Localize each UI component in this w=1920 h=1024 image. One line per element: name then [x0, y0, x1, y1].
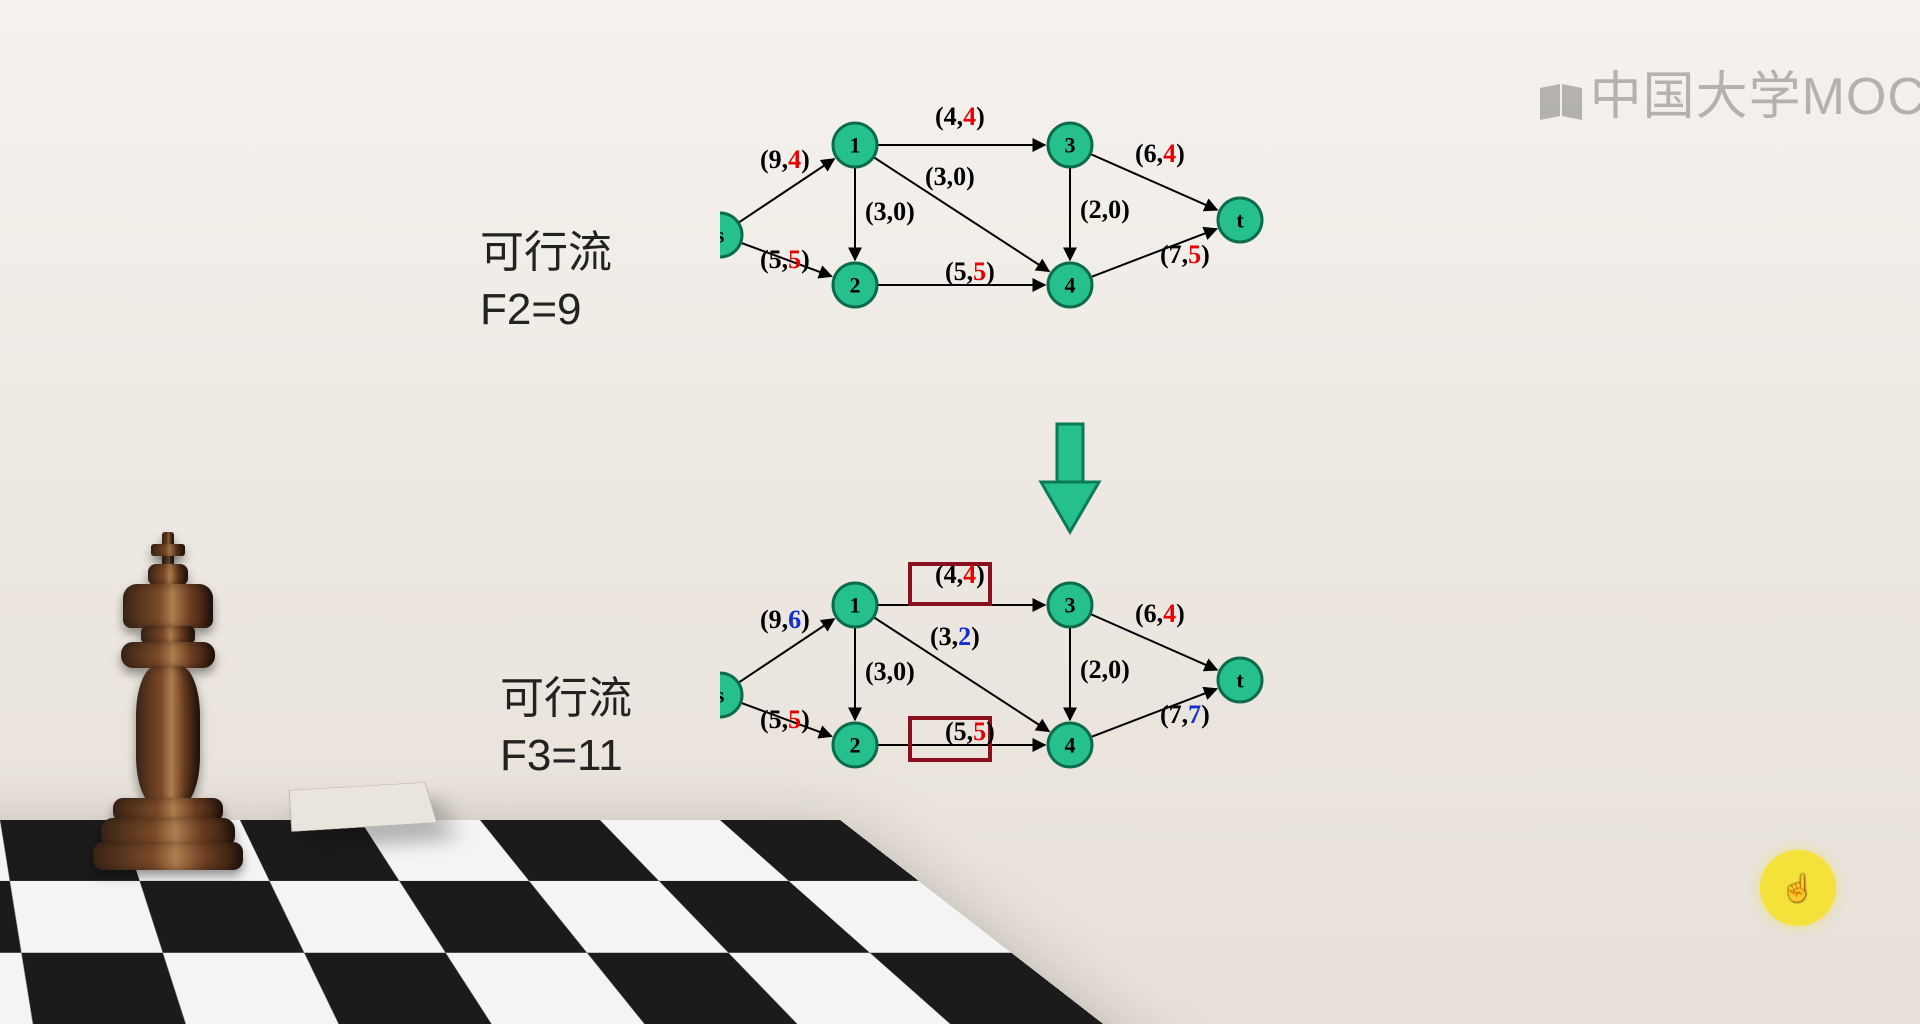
svg-text:(3,0): (3,0): [925, 162, 975, 191]
svg-text:t: t: [1236, 208, 1244, 233]
svg-text:t: t: [1236, 668, 1244, 693]
svg-text:(7,5): (7,5): [1160, 240, 1210, 269]
flow-graph-2: (9,6) (5,5) (4,4) (3,0) (3,2) (5,5) (2,0)(6,4)…: [720, 560, 1300, 800]
svg-text:(6,4): (6,4): [1135, 599, 1185, 628]
svg-text:(5,5): (5,5): [945, 257, 995, 286]
chess-king-decor: [108, 540, 228, 870]
svg-text:(5,5): (5,5): [760, 245, 810, 274]
svg-text:(3,0): (3,0): [865, 657, 915, 686]
hand-cursor-icon: ☝: [1782, 873, 1814, 904]
svg-text:(4,4): (4,4): [935, 102, 985, 131]
svg-text:(2,0): (2,0): [1080, 655, 1130, 684]
cursor-highlight: ☝: [1760, 850, 1836, 926]
svg-text:(3,2): (3,2): [930, 622, 980, 651]
svg-text:(9,6): (9,6): [760, 605, 810, 634]
svg-text:(4,4): (4,4): [935, 560, 985, 589]
svg-text:3: 3: [1065, 593, 1076, 618]
svg-text:(3,0): (3,0): [865, 197, 915, 226]
flow-graph-1: (9,4) (5,5) (4,4) (3,0) (3,0) (5,5) (2,0)(6,4)…: [720, 100, 1300, 330]
svg-text:2: 2: [850, 273, 861, 298]
svg-text:(6,4): (6,4): [1135, 139, 1185, 168]
down-arrow-icon: [1035, 420, 1105, 540]
title-g1: 可行流F2=9: [480, 224, 612, 338]
svg-text:(2,0): (2,0): [1080, 195, 1130, 224]
svg-text:(7,7): (7,7): [1160, 700, 1210, 729]
svg-text:1: 1: [850, 133, 861, 158]
svg-text:4: 4: [1065, 733, 1076, 758]
svg-text:4: 4: [1065, 273, 1076, 298]
svg-text:(9,4): (9,4): [760, 145, 810, 174]
svg-text:(5,5): (5,5): [945, 717, 995, 746]
watermark: 中国大学MOC: [1538, 54, 1920, 129]
svg-text:1: 1: [850, 593, 861, 618]
svg-text:s: s: [720, 683, 725, 708]
book-icon: [1538, 82, 1584, 120]
svg-text:(5,5): (5,5): [760, 705, 810, 734]
title-g2: 可行流F3=11: [500, 670, 632, 784]
svg-text:s: s: [720, 223, 725, 248]
svg-text:3: 3: [1065, 133, 1076, 158]
svg-text:2: 2: [850, 733, 861, 758]
